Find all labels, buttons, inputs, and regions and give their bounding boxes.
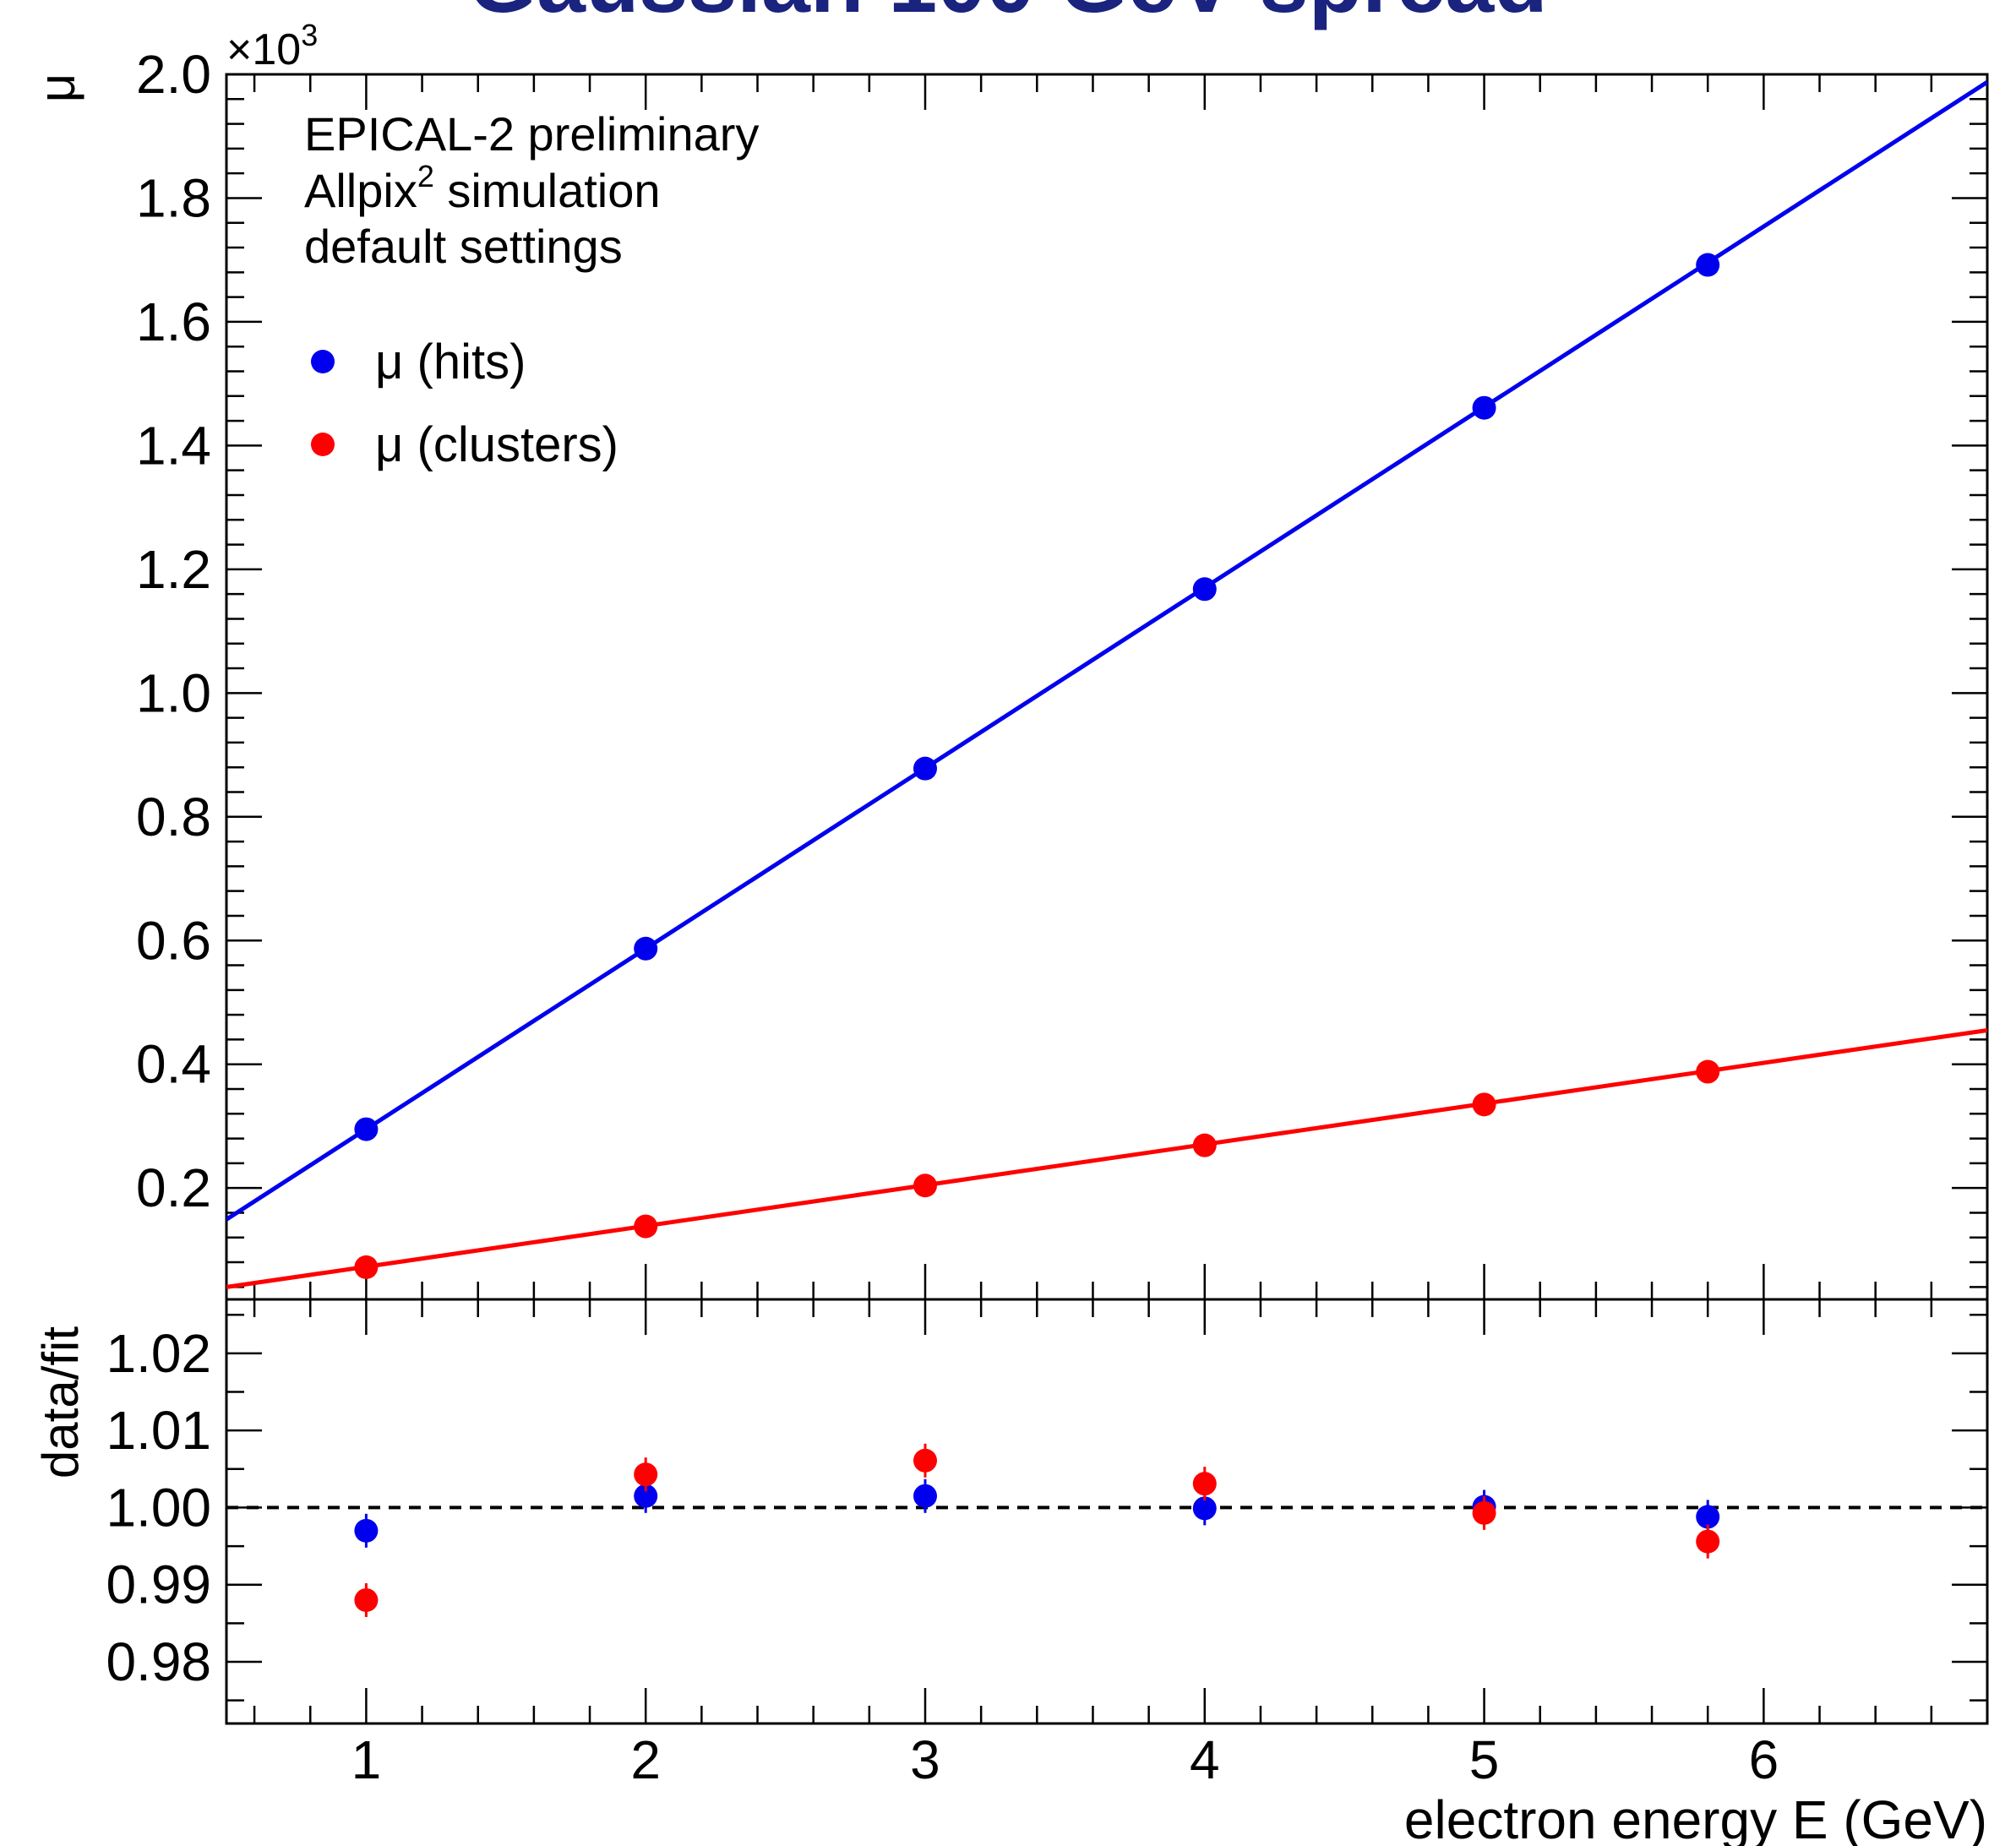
legend-label-hits: μ (hits) <box>375 335 526 389</box>
bottom-plot-frame <box>225 1298 1989 1725</box>
y-tick-label: 0.6 <box>136 910 211 971</box>
point-clusters <box>913 1173 937 1198</box>
annotation-allpix: Allpix <box>304 164 417 217</box>
y-tick-label: 1.2 <box>136 539 211 600</box>
ratio-point-hits <box>1192 1496 1217 1521</box>
point-hits <box>634 936 658 961</box>
annotation-preliminary: EPICAL-2 preliminary <box>304 107 759 161</box>
y-tick-label-bottom: 0.99 <box>106 1555 211 1615</box>
legend-label-clusters: μ (clusters) <box>375 417 618 472</box>
y-tick-label: 0.4 <box>136 1034 211 1095</box>
annotation-sup: 2 <box>417 159 434 193</box>
ratio-point-clusters <box>1696 1529 1720 1554</box>
point-hits <box>1192 577 1217 602</box>
y-tick-label-bottom: 1.02 <box>106 1323 211 1384</box>
y-tick-label: 1.0 <box>136 662 211 723</box>
point-clusters <box>354 1255 379 1279</box>
fit-line-clusters <box>226 1027 1987 1289</box>
y-tick-label: 0.8 <box>136 787 211 847</box>
annotation-settings: default settings <box>304 220 623 273</box>
fit-line-hits <box>226 80 1987 1222</box>
ratio-point-clusters <box>1192 1472 1217 1496</box>
y-tick-label: 1.8 <box>136 167 211 228</box>
y-axis-label-bottom: data/fit <box>32 1326 89 1478</box>
x-axis-label: electron energy E (GeV) <box>1404 1789 1987 1846</box>
point-hits <box>1472 395 1496 420</box>
point-clusters <box>1192 1133 1217 1157</box>
top-panel: 0.2 0.4 0.6 0.8 1.0 1.2 1.4 1.6 1.8 2.0 μ ×103 <box>29 18 1989 1301</box>
x-tick-label: 4 <box>1190 1729 1220 1790</box>
point-clusters <box>634 1214 658 1239</box>
x-tick-label: 3 <box>910 1729 940 1790</box>
point-clusters <box>1472 1092 1496 1117</box>
ratio-point-hits <box>354 1518 379 1543</box>
legend: μ (hits) μ (clusters) <box>311 335 618 472</box>
legend-marker-clusters <box>311 433 335 456</box>
y-tick-label: 2.0 <box>136 44 211 105</box>
y-axis-label: μ <box>29 74 85 103</box>
y-tick-label-bottom: 0.98 <box>106 1631 211 1692</box>
y-tick-label-bottom: 1.00 <box>106 1477 211 1538</box>
point-hits <box>354 1117 379 1141</box>
x-tick-label: 6 <box>1749 1729 1779 1790</box>
ratio-point-hits <box>1696 1505 1720 1529</box>
ratio-point-clusters <box>913 1448 937 1473</box>
point-hits <box>913 756 937 781</box>
point-hits <box>1696 253 1720 277</box>
x-tick-label: 5 <box>1469 1729 1500 1790</box>
annotation-sim-text: simulation <box>434 164 661 217</box>
y-tick-label: 0.2 <box>136 1157 211 1218</box>
ratio-point-clusters <box>354 1587 379 1612</box>
x-tick-label: 1 <box>351 1729 382 1790</box>
y-tick-label: 1.4 <box>136 415 211 476</box>
ratio-point-clusters <box>634 1462 658 1487</box>
y-tick-label: 1.6 <box>136 291 211 352</box>
annotation-simulation: Allpix2 simulation <box>304 159 661 217</box>
annotation-block: EPICAL-2 preliminary Allpix2 simulation … <box>304 107 759 273</box>
ratio-point-hits <box>913 1484 937 1508</box>
legend-marker-hits <box>311 350 335 373</box>
y-multiplier: ×103 <box>226 18 318 74</box>
ratio-point-hits <box>634 1484 658 1508</box>
y-tick-label-bottom: 1.01 <box>106 1400 211 1461</box>
point-clusters <box>1696 1059 1720 1084</box>
chart-title: Gaussian 100 GeV spread <box>468 0 1548 31</box>
x-tick-label: 2 <box>630 1729 661 1790</box>
ratio-point-clusters <box>1472 1500 1496 1525</box>
